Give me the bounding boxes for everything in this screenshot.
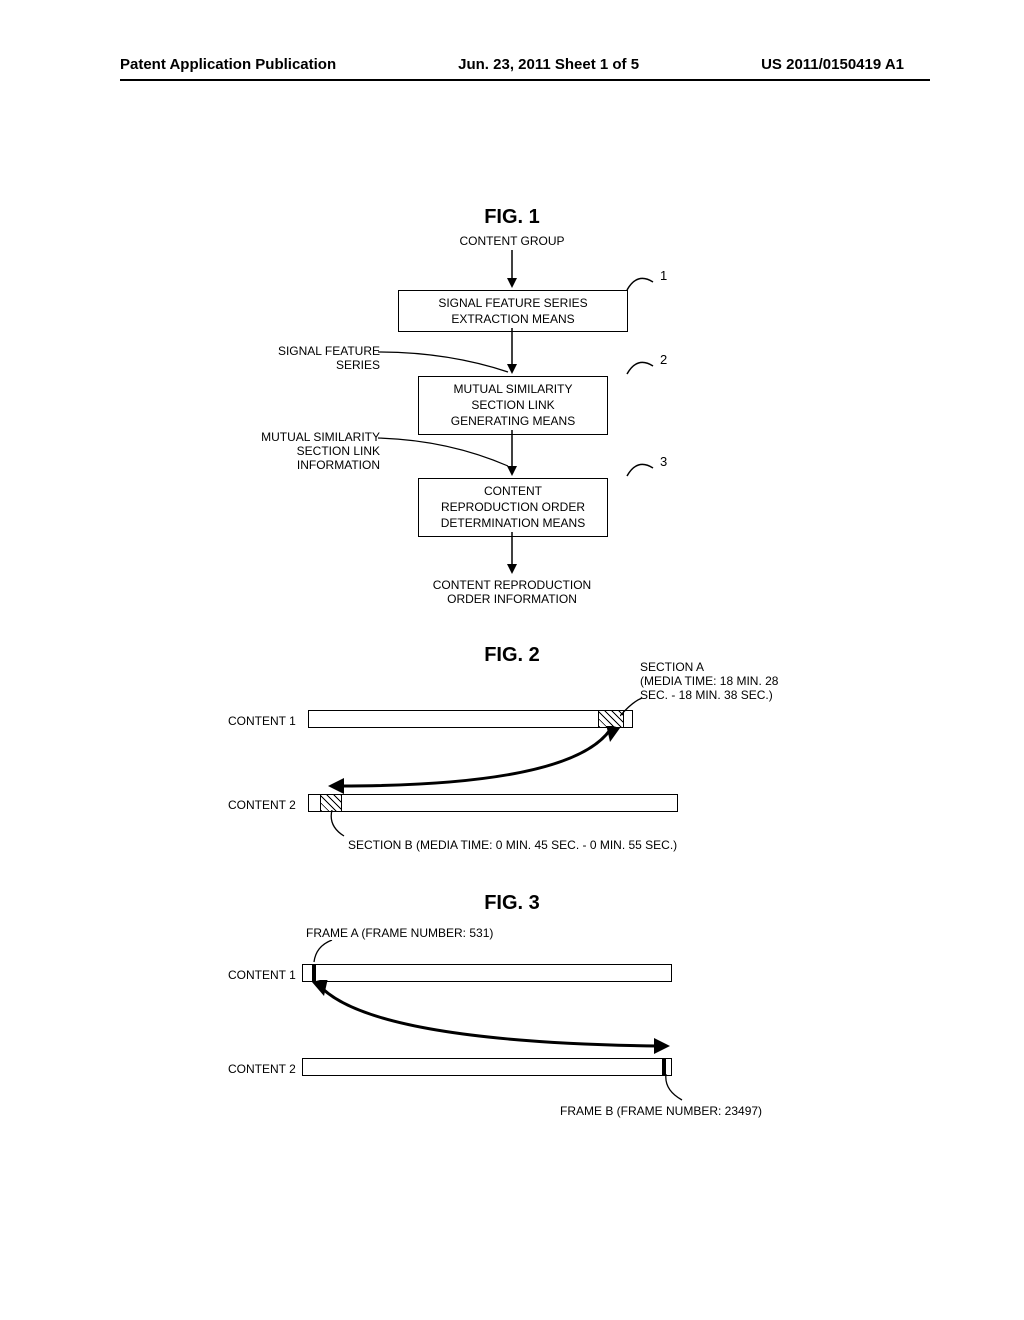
fig3-content2-label: CONTENT 2 — [228, 1062, 296, 1076]
box1-text: SIGNAL FEATURE SERIES EXTRACTION MEANS — [438, 296, 587, 326]
fig1-box3: CONTENT REPRODUCTION ORDER DETERMINATION… — [418, 478, 608, 537]
header-rule — [120, 79, 930, 81]
ref3-leader — [625, 456, 665, 486]
fig2-title: FIG. 2 — [0, 644, 1024, 667]
fig1-ref2: 2 — [660, 352, 667, 367]
page: Patent Application Publication Jun. 23, … — [0, 0, 1024, 1320]
fig2-link-arrow — [320, 726, 630, 798]
fig2-sectiona-leader — [620, 698, 650, 722]
ref2-leader — [625, 354, 665, 384]
fig3-content1-label: CONTENT 1 — [228, 968, 296, 982]
fig3-title: FIG. 3 — [0, 892, 1024, 915]
fig2-content1-label: CONTENT 1 — [228, 714, 296, 728]
fig1-input-label: CONTENT GROUP — [0, 234, 1024, 248]
fig3-frameb-leader — [660, 1074, 688, 1104]
fig1-ref1: 1 — [660, 268, 667, 283]
fig2-sectionb-leader — [326, 810, 350, 840]
fig1-box2: MUTUAL SIMILARITY SECTION LINK GENERATIN… — [418, 376, 608, 435]
arrow-box3-output — [505, 532, 525, 576]
arrow-input-to-box1 — [505, 250, 525, 290]
box3-text: CONTENT REPRODUCTION ORDER DETERMINATION… — [441, 484, 585, 530]
fig3-frame-b-label: FRAME B (FRAME NUMBER: 23497) — [560, 1104, 762, 1118]
header-row: Patent Application Publication Jun. 23, … — [120, 56, 904, 73]
fig3-frame-a-label: FRAME A (FRAME NUMBER: 531) — [306, 926, 493, 940]
fig2-content2-label: CONTENT 2 — [228, 798, 296, 812]
fig1-arrow1-label: SIGNAL FEATURE SERIES — [240, 344, 380, 372]
fig1-ref3: 3 — [660, 454, 667, 469]
header-left: Patent Application Publication — [120, 56, 336, 73]
fig1-arrow2-label: MUTUAL SIMILARITY SECTION LINK INFORMATI… — [220, 430, 380, 472]
leader-signal-feature — [378, 348, 513, 378]
fig2-section-a-label: SECTION A (MEDIA TIME: 18 MIN. 28 SEC. -… — [640, 660, 810, 702]
ref1-leader — [625, 270, 665, 300]
patent-header: Patent Application Publication Jun. 23, … — [0, 78, 1024, 81]
fig1-title: FIG. 1 — [0, 206, 1024, 229]
fig1-output-label: CONTENT REPRODUCTION ORDER INFORMATION — [0, 578, 1024, 606]
fig3-content2-bar — [302, 1058, 672, 1076]
leader-mutual-sim — [378, 434, 513, 474]
header-right: US 2011/0150419 A1 — [761, 56, 904, 73]
fig3-link-arrow — [308, 980, 678, 1060]
fig2-section-b-label: SECTION B (MEDIA TIME: 0 MIN. 45 SEC. - … — [348, 838, 677, 852]
fig3-framea-leader — [310, 940, 338, 966]
fig1-box1: SIGNAL FEATURE SERIES EXTRACTION MEANS — [398, 290, 628, 332]
header-center: Jun. 23, 2011 Sheet 1 of 5 — [458, 56, 639, 73]
box2-text: MUTUAL SIMILARITY SECTION LINK GENERATIN… — [451, 382, 575, 428]
